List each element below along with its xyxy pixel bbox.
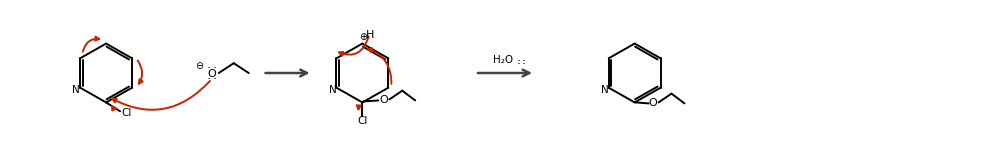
Text: Cl: Cl (357, 116, 368, 126)
Text: ⊕: ⊕ (359, 32, 367, 42)
Text: Cl: Cl (122, 108, 132, 118)
FancyArrowPatch shape (339, 36, 369, 56)
FancyArrowPatch shape (112, 106, 116, 110)
FancyArrowPatch shape (83, 37, 99, 52)
FancyArrowPatch shape (112, 81, 210, 110)
Text: ·: · (517, 58, 521, 71)
Text: H: H (366, 30, 375, 40)
Text: ·: · (517, 55, 521, 68)
Text: ·: · (522, 55, 526, 68)
Text: ·: · (207, 62, 211, 75)
Text: ·: · (213, 62, 217, 75)
Text: O: O (379, 95, 388, 105)
Text: N: N (329, 85, 336, 95)
FancyArrowPatch shape (368, 48, 391, 84)
Text: ⊖: ⊖ (195, 61, 203, 71)
Text: O: O (648, 98, 657, 108)
Text: ·: · (213, 73, 217, 86)
Text: ·: · (207, 73, 211, 86)
Text: H₂O: H₂O (493, 55, 513, 65)
Text: N: N (601, 85, 609, 95)
Text: O: O (207, 69, 216, 79)
FancyArrowPatch shape (357, 105, 361, 109)
Text: ·: · (522, 58, 526, 71)
FancyArrowPatch shape (138, 60, 143, 84)
Text: N: N (72, 85, 80, 95)
